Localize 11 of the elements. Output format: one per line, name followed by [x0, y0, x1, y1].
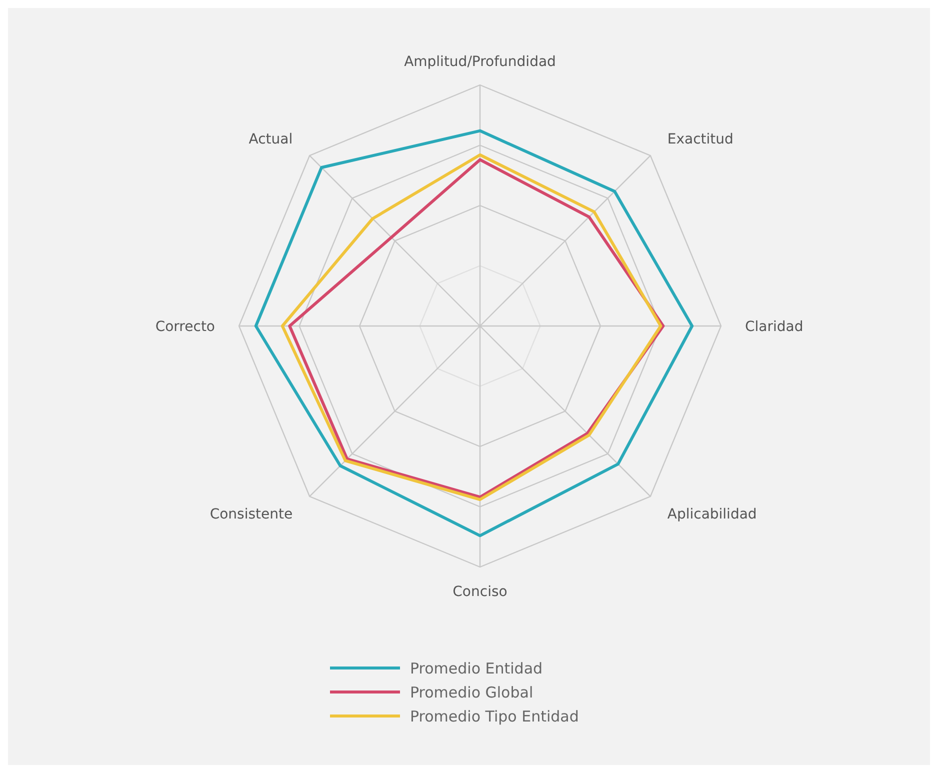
spoke-label: Actual	[248, 132, 293, 148]
spoke-label: Consistente	[210, 506, 293, 522]
spoke-label: Aplicabilidad	[667, 506, 757, 522]
legend-label: Promedio Entidad	[410, 659, 543, 678]
legend-label: Promedio Tipo Entidad	[410, 707, 579, 726]
spoke-label: Correcto	[155, 318, 215, 335]
spoke-label: Amplitud/Profundidad	[404, 54, 556, 70]
spoke-label: Conciso	[452, 584, 508, 600]
legend-label: Promedio Global	[410, 683, 534, 702]
spoke-label: Claridad	[745, 318, 804, 335]
spoke-label: Exactitud	[667, 132, 734, 148]
